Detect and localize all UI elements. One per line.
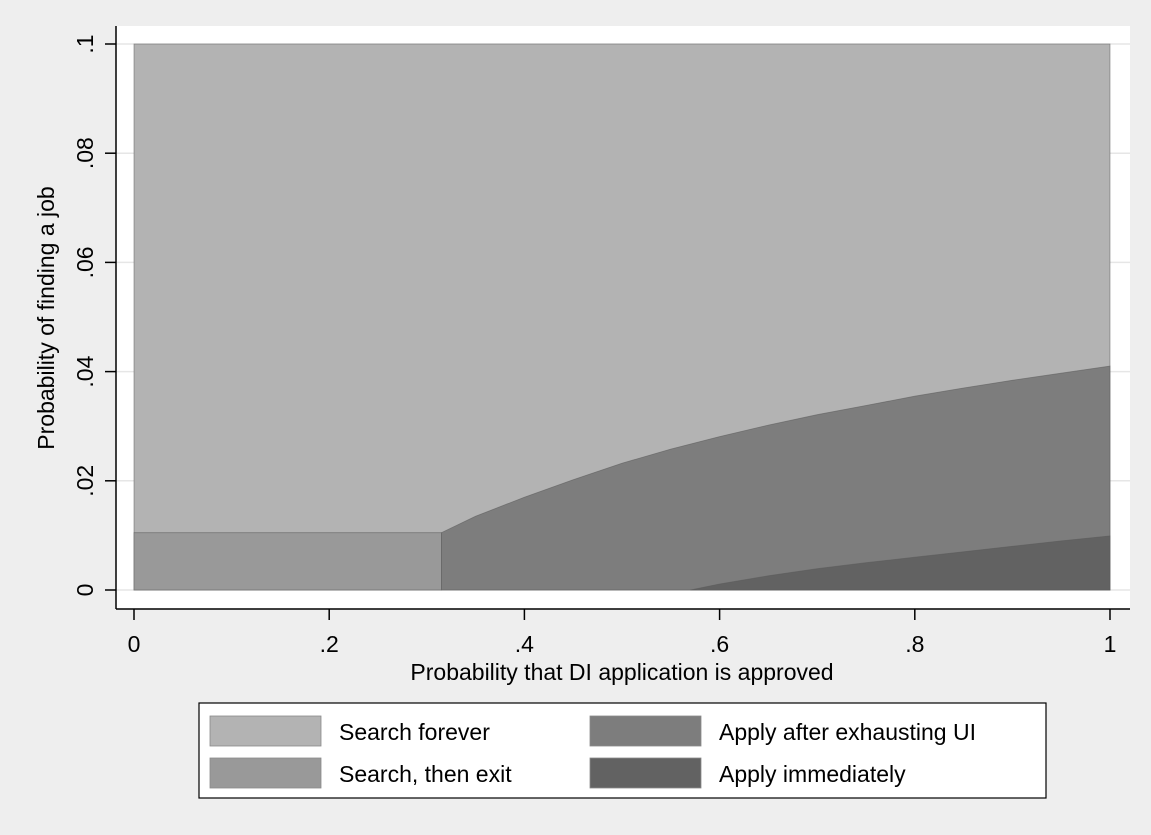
area-1: [133, 532, 442, 591]
y-tick-label-0: 0: [72, 584, 98, 597]
legend-label-3: Apply immediately: [719, 761, 906, 787]
legend-items: Search forever Apply after exhausting UI S…: [209, 715, 976, 789]
axes: [115, 26, 1130, 610]
y-tick-label-2: .04: [72, 355, 98, 387]
area-3: [690, 535, 1111, 591]
y-tick-label-4: .08: [72, 137, 98, 169]
legend: Search forever Apply after exhausting UI S…: [198, 702, 1047, 799]
y-tick-label-3: .06: [72, 246, 98, 278]
x-tick-label-3: .6: [710, 631, 729, 657]
legend-swatch-1: [589, 715, 702, 747]
y-tick-label-5: .1: [72, 34, 98, 53]
legend-swatch-0: [209, 715, 322, 747]
x-tick-label-4: .8: [905, 631, 924, 657]
legend-label-1: Apply after exhausting UI: [719, 719, 976, 745]
y-tick-label-1: .02: [72, 465, 98, 497]
x-axis-label: Probability that DI application is appro…: [410, 659, 833, 685]
x-axis-ticks: 0 .2 .4 .6 .8 1: [128, 609, 1117, 657]
legend-swatch-2: [209, 757, 322, 789]
x-tick-label-0: 0: [128, 631, 141, 657]
y-axis-ticks: 0 .02 .04 .06 .08 .1: [72, 34, 116, 596]
legend-swatch-3: [589, 757, 702, 789]
area-regions: [133, 43, 1111, 591]
x-tick-label-5: 1: [1104, 631, 1117, 657]
x-tick-label-2: .4: [515, 631, 534, 657]
y-axis-label: Probability of finding a job: [33, 186, 59, 449]
x-tick-label-1: .2: [320, 631, 339, 657]
legend-label-0: Search forever: [339, 719, 490, 745]
legend-label-2: Search, then exit: [339, 761, 512, 787]
